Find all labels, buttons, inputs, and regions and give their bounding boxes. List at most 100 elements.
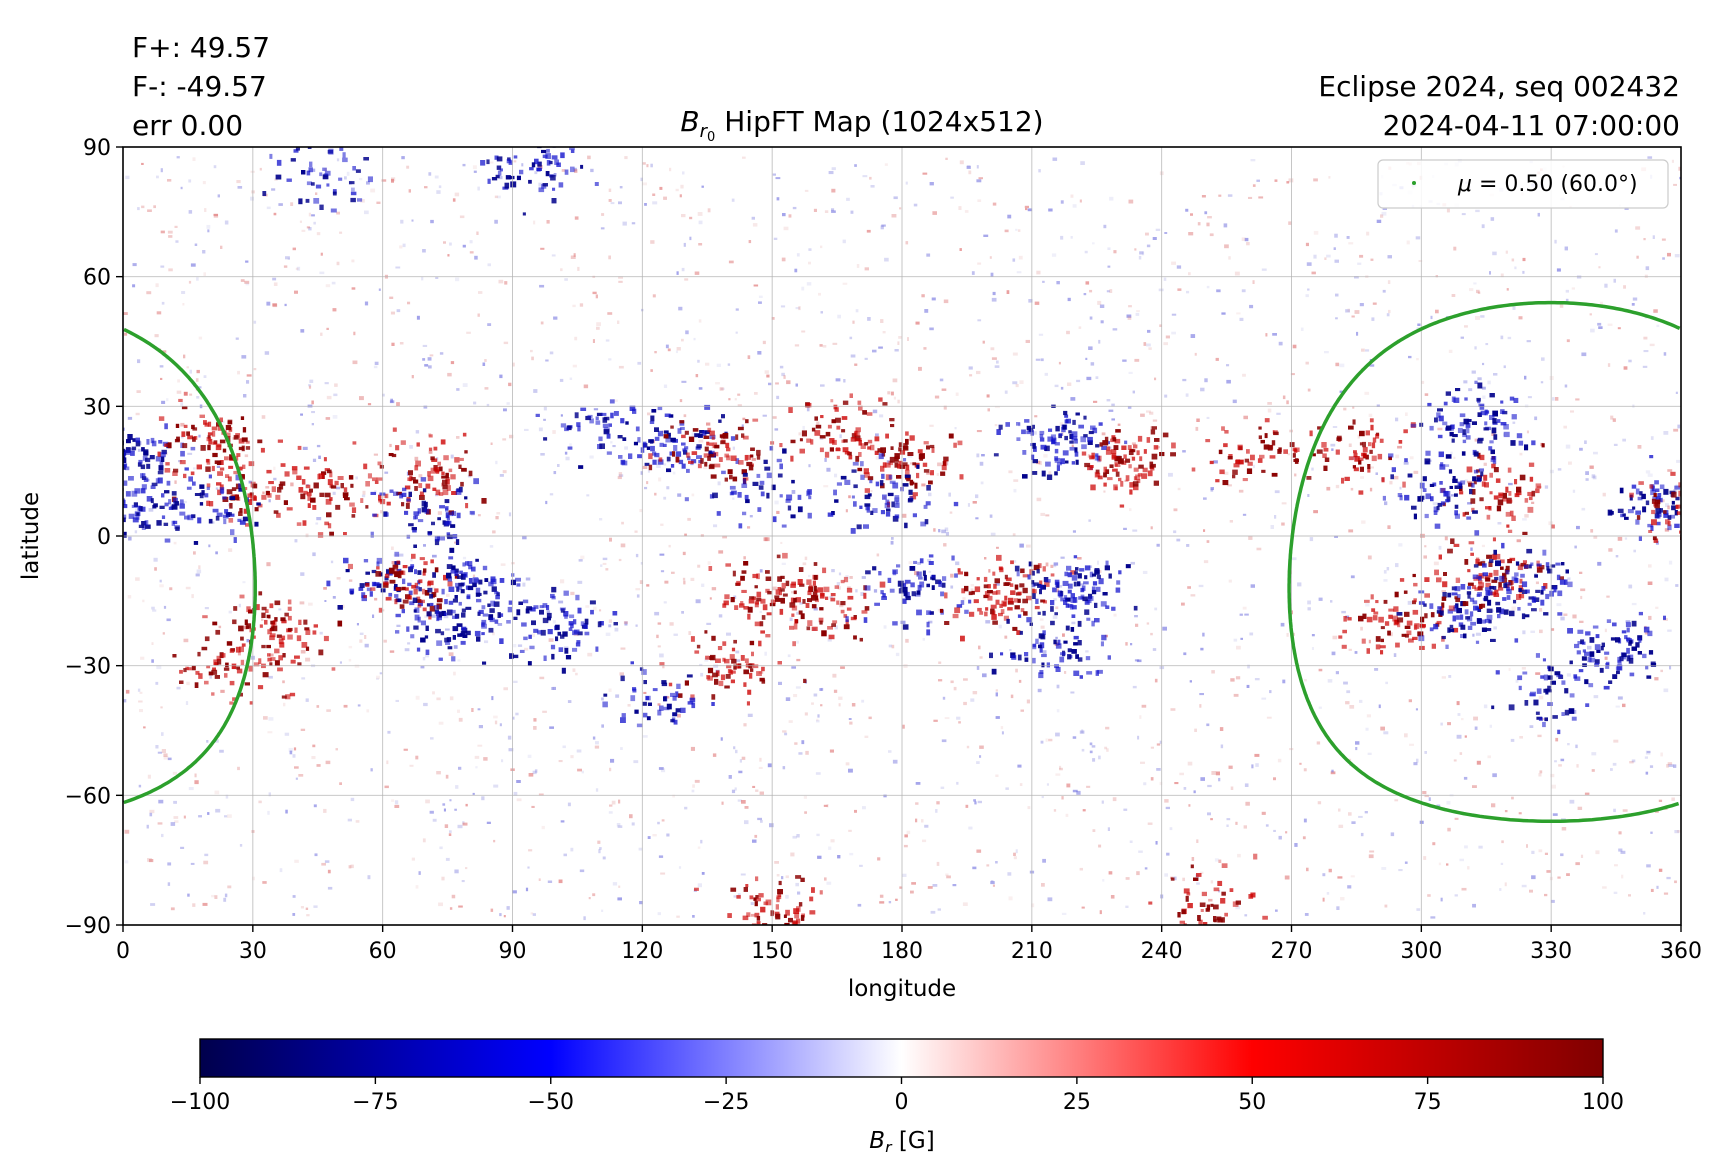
flux-pixel bbox=[1642, 506, 1647, 513]
flux-pixel bbox=[843, 576, 849, 583]
network-pixel bbox=[616, 823, 621, 827]
network-pixel bbox=[840, 666, 845, 669]
flux-pixel bbox=[1353, 450, 1357, 454]
network-pixel bbox=[798, 432, 802, 436]
flux-pixel bbox=[1344, 476, 1350, 481]
network-pixel bbox=[364, 210, 369, 215]
network-pixel bbox=[801, 330, 806, 333]
flux-pixel bbox=[1074, 447, 1078, 453]
flux-pixel bbox=[278, 638, 284, 645]
flux-pixel bbox=[240, 636, 244, 641]
network-pixel bbox=[1473, 716, 1478, 721]
network-pixel bbox=[237, 651, 241, 656]
network-pixel bbox=[823, 804, 828, 807]
flux-pixel bbox=[161, 449, 167, 455]
network-pixel bbox=[1503, 365, 1506, 369]
network-pixel bbox=[1340, 897, 1345, 901]
flux-pixel bbox=[1058, 434, 1062, 439]
network-pixel bbox=[613, 399, 618, 402]
network-pixel bbox=[346, 171, 350, 176]
network-pixel bbox=[493, 715, 498, 719]
network-pixel bbox=[1500, 273, 1504, 278]
flux-pixel bbox=[1046, 474, 1053, 480]
flux-pixel bbox=[684, 497, 689, 502]
network-pixel bbox=[1203, 560, 1209, 564]
network-pixel bbox=[493, 784, 499, 788]
flux-pixel bbox=[842, 400, 849, 405]
network-pixel bbox=[635, 588, 641, 591]
flux-pixel bbox=[1686, 486, 1692, 490]
network-pixel bbox=[728, 398, 731, 401]
flux-pixel bbox=[902, 598, 907, 604]
flux-pixel bbox=[196, 464, 202, 470]
network-pixel bbox=[167, 179, 172, 182]
flux-pixel bbox=[587, 414, 593, 418]
flux-pixel bbox=[912, 462, 917, 466]
network-pixel bbox=[926, 253, 931, 257]
flux-pixel bbox=[458, 601, 462, 606]
network-pixel bbox=[1110, 895, 1115, 899]
flux-pixel bbox=[1551, 524, 1555, 529]
network-pixel bbox=[1150, 746, 1154, 749]
network-pixel bbox=[875, 456, 880, 460]
network-pixel bbox=[1206, 416, 1210, 419]
network-pixel bbox=[732, 446, 735, 450]
network-pixel bbox=[700, 672, 704, 677]
network-pixel bbox=[1274, 515, 1277, 519]
flux-pixel bbox=[304, 627, 310, 631]
flux-pixel bbox=[779, 443, 783, 448]
flux-pixel bbox=[1493, 467, 1499, 473]
network-pixel bbox=[1017, 229, 1021, 232]
network-pixel bbox=[525, 577, 531, 581]
flux-pixel bbox=[780, 575, 785, 579]
network-pixel bbox=[153, 205, 156, 209]
flux-pixel bbox=[494, 591, 499, 595]
network-pixel bbox=[1423, 856, 1427, 860]
network-pixel bbox=[1066, 330, 1070, 335]
network-pixel bbox=[842, 282, 848, 285]
network-pixel bbox=[320, 332, 323, 336]
network-pixel bbox=[524, 647, 529, 651]
network-pixel bbox=[1430, 315, 1433, 320]
network-pixel bbox=[355, 476, 358, 480]
network-pixel bbox=[836, 582, 840, 586]
flux-pixel bbox=[905, 431, 909, 436]
flux-pixel bbox=[337, 620, 343, 627]
network-pixel bbox=[268, 717, 274, 721]
network-pixel bbox=[681, 611, 684, 614]
network-pixel bbox=[515, 712, 519, 716]
flux-pixel bbox=[1518, 440, 1524, 446]
network-pixel bbox=[669, 622, 674, 626]
network-pixel bbox=[1354, 651, 1358, 654]
network-pixel bbox=[1348, 443, 1352, 447]
flux-pixel bbox=[1191, 467, 1196, 472]
network-pixel bbox=[657, 645, 661, 648]
network-pixel bbox=[854, 363, 858, 366]
network-pixel bbox=[650, 163, 653, 168]
network-pixel bbox=[608, 688, 612, 692]
network-pixel bbox=[1326, 486, 1331, 491]
flux-pixel bbox=[726, 447, 731, 452]
network-pixel bbox=[1097, 560, 1099, 565]
flux-pixel bbox=[1486, 514, 1491, 520]
flux-pixel bbox=[1652, 536, 1657, 541]
flux-pixel bbox=[221, 653, 226, 658]
network-pixel bbox=[1481, 386, 1486, 390]
flux-pixel bbox=[370, 491, 376, 495]
network-pixel bbox=[743, 723, 747, 727]
flux-pixel bbox=[666, 456, 671, 462]
flux-pixel bbox=[229, 701, 234, 705]
network-pixel bbox=[404, 648, 410, 652]
network-pixel bbox=[1364, 391, 1370, 395]
network-pixel bbox=[401, 156, 405, 160]
flux-pixel bbox=[223, 518, 227, 525]
flux-pixel bbox=[527, 661, 532, 666]
network-pixel bbox=[530, 349, 533, 353]
flux-pixel bbox=[704, 404, 711, 410]
network-pixel bbox=[538, 793, 544, 796]
flux-pixel bbox=[487, 603, 491, 607]
flux-pixel bbox=[821, 630, 827, 637]
flux-pixel bbox=[270, 657, 276, 661]
flux-pixel bbox=[423, 568, 427, 573]
network-pixel bbox=[1233, 638, 1238, 642]
